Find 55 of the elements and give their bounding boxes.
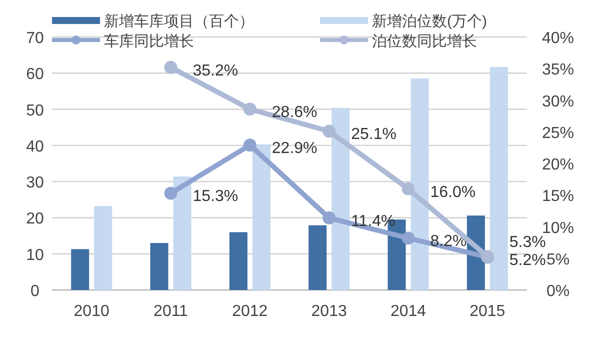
y-tick-label: 50 bbox=[26, 102, 44, 120]
legend-label: 泊位数同比增长 bbox=[372, 33, 477, 50]
x-tick-label: 2010 bbox=[74, 303, 110, 320]
bar bbox=[173, 176, 192, 290]
point bbox=[243, 138, 256, 152]
x-tick-label: 2014 bbox=[390, 303, 426, 320]
bar bbox=[71, 249, 90, 290]
y2-tick-label: 40% bbox=[542, 30, 574, 47]
legend-label: 新增泊位数(万个) bbox=[372, 13, 487, 30]
bar bbox=[308, 225, 327, 290]
bar bbox=[410, 78, 429, 290]
data-label: 5.3% bbox=[509, 234, 546, 252]
bar bbox=[229, 232, 248, 290]
bar bbox=[332, 108, 350, 290]
point bbox=[322, 211, 336, 224]
y2-tick-label: 20% bbox=[542, 156, 574, 174]
x-tick-label: 2013 bbox=[311, 303, 347, 320]
y2-tick-label: 10% bbox=[542, 220, 574, 237]
legend-label: 车库同比增长 bbox=[104, 33, 194, 50]
y2-tick-label: 25% bbox=[542, 124, 574, 142]
data-label: 16.0% bbox=[430, 184, 476, 201]
point bbox=[402, 232, 415, 245]
y2-tick-label: 35% bbox=[542, 62, 574, 79]
y2-tick-label: 15% bbox=[542, 188, 574, 206]
y-tick-label: 30 bbox=[26, 174, 44, 192]
y-tick-label: 0 bbox=[30, 283, 40, 300]
bar bbox=[252, 144, 270, 290]
data-label: 28.6% bbox=[272, 104, 318, 122]
data-label: 11.4% bbox=[351, 212, 396, 230]
y2-tick-label: 5% bbox=[546, 251, 570, 268]
y2-tick-label: 0% bbox=[546, 283, 570, 300]
data-label: 35.2% bbox=[192, 62, 238, 80]
legend-label: 新增车库项目（百个） bbox=[104, 13, 254, 30]
y2-tick-label: 30% bbox=[542, 93, 574, 110]
bar bbox=[94, 206, 112, 290]
data-label: 8.2% bbox=[430, 233, 467, 250]
data-label: 15.3% bbox=[192, 188, 238, 206]
point bbox=[322, 124, 336, 138]
bar bbox=[490, 67, 508, 290]
x-tick-label: 2011 bbox=[154, 303, 188, 320]
data-label: 22.9% bbox=[272, 140, 318, 158]
y-tick-label: 60 bbox=[26, 66, 44, 84]
y-tick-label: 10 bbox=[26, 246, 44, 264]
point bbox=[402, 182, 415, 196]
y-tick-label: 20 bbox=[26, 210, 44, 228]
point bbox=[243, 102, 256, 116]
data-label: 25.1% bbox=[351, 126, 396, 144]
x-tick-label: 2015 bbox=[470, 303, 506, 320]
y-tick-label: 70 bbox=[26, 30, 44, 47]
bar bbox=[150, 243, 168, 290]
point bbox=[164, 186, 178, 200]
x-tick-label: 2012 bbox=[232, 303, 268, 320]
y-tick-label: 40 bbox=[26, 138, 44, 156]
point bbox=[164, 60, 178, 74]
data-label: 5.2% bbox=[509, 252, 546, 270]
